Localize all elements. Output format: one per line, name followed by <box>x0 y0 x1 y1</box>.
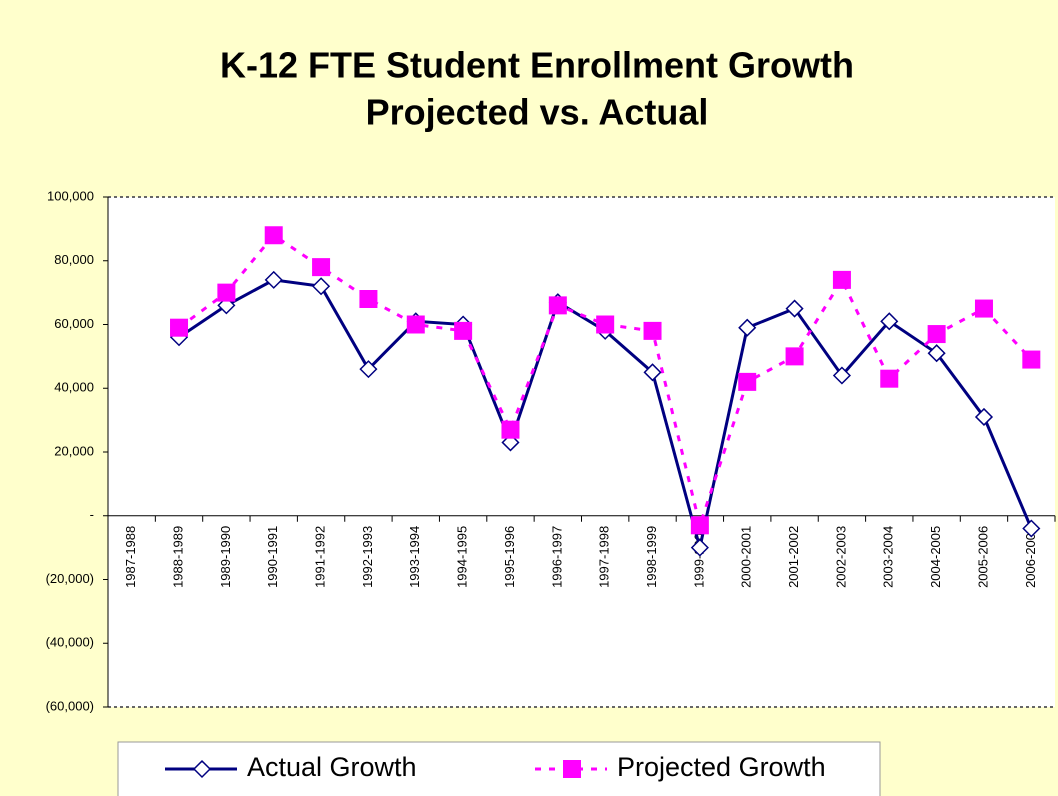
y-tick-label: 100,000 <box>47 188 94 203</box>
data-point <box>738 372 757 391</box>
data-point <box>927 325 946 344</box>
data-point <box>927 344 946 363</box>
x-tick-label: 1991-1992 <box>313 526 328 588</box>
legend-marker <box>563 760 581 778</box>
x-tick-label: 1996-1997 <box>549 526 564 588</box>
x-tick-label: 1994-1995 <box>455 526 470 588</box>
x-tick-label: 1998-1999 <box>644 526 659 588</box>
data-point <box>643 321 662 340</box>
chart-subtitle: Projected vs. Actual <box>366 92 709 133</box>
x-tick-label: 2005-2006 <box>975 526 990 588</box>
x-tick-label: 1990-1991 <box>265 526 280 588</box>
legend-label: Projected Growth <box>617 752 826 782</box>
y-tick-label: 40,000 <box>54 380 94 395</box>
data-point <box>785 299 804 318</box>
data-point <box>690 538 709 557</box>
x-tick-label: 2006-2007 <box>1023 526 1038 588</box>
data-point <box>217 283 236 302</box>
chart-title: K-12 FTE Student Enrollment Growth <box>220 45 854 86</box>
data-point <box>312 277 331 296</box>
x-tick-label: 2003-2004 <box>881 526 896 588</box>
data-point <box>785 347 804 366</box>
data-point <box>264 270 283 289</box>
data-point <box>359 360 378 379</box>
data-point <box>690 516 709 535</box>
x-tick-label: 2004-2005 <box>928 526 943 588</box>
data-point <box>880 312 899 331</box>
y-tick-label: 20,000 <box>54 443 94 458</box>
data-point <box>170 318 189 337</box>
plot-area <box>108 197 1055 707</box>
legend-box <box>117 741 881 796</box>
data-point <box>312 258 331 277</box>
data-point <box>501 420 520 439</box>
data-point <box>832 270 851 289</box>
data-point <box>974 407 994 426</box>
data-point <box>880 369 899 388</box>
data-point <box>738 318 757 337</box>
data-point <box>832 366 851 385</box>
y-tick-label: (60,000) <box>46 698 94 713</box>
legend-marker <box>192 759 212 779</box>
x-tick-label: 1992-1993 <box>360 526 375 588</box>
y-tick-label: - <box>90 507 94 522</box>
data-point <box>454 321 473 340</box>
data-point <box>596 315 615 334</box>
x-tick-label: 2002-2003 <box>833 526 848 588</box>
y-tick-label: 80,000 <box>54 252 94 267</box>
data-point <box>1022 519 1041 538</box>
x-tick-label: 1988-1989 <box>170 526 185 588</box>
x-tick-label: 1995-1996 <box>502 526 517 588</box>
data-point <box>359 290 378 308</box>
data-point <box>974 299 993 318</box>
data-point <box>643 363 662 382</box>
x-tick-label: 1987-1988 <box>123 526 138 588</box>
x-tick-label: 1993-1994 <box>407 526 422 588</box>
legend-label: Actual Growth <box>247 752 417 782</box>
data-point <box>548 296 567 315</box>
data-point <box>264 226 283 245</box>
x-tick-label: 1997-1998 <box>597 526 612 588</box>
data-point <box>1022 350 1041 369</box>
x-tick-label: 1989-1990 <box>218 526 233 588</box>
y-tick-label: (20,000) <box>46 571 94 586</box>
x-tick-label: 2001-2002 <box>786 526 801 588</box>
y-tick-label: 60,000 <box>54 316 94 331</box>
y-tick-label: (40,000) <box>46 635 94 650</box>
x-tick-label: 2000-2001 <box>739 526 754 588</box>
data-point <box>406 315 425 334</box>
